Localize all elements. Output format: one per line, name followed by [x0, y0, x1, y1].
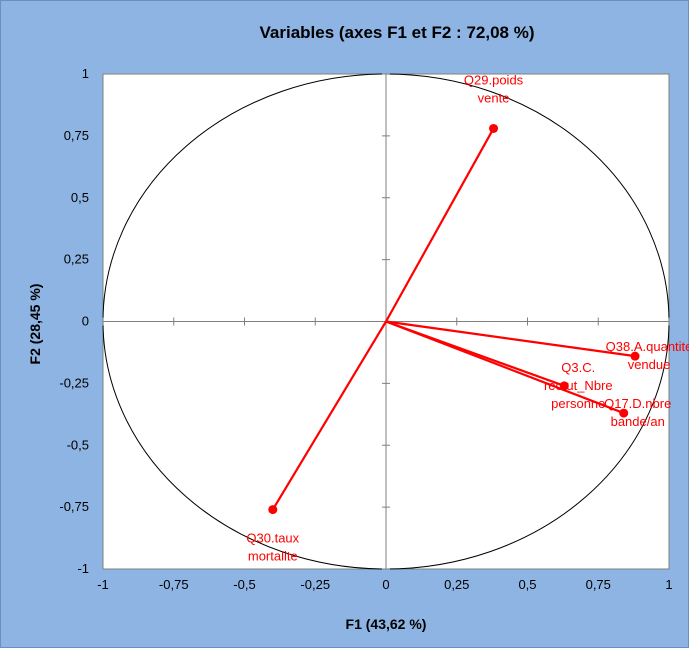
data-point	[559, 381, 569, 391]
x-tick-label: 0,75	[586, 577, 611, 592]
x-tick-label: -0,75	[159, 577, 189, 592]
point-label: Q17.D.nbre bande/an	[604, 396, 671, 429]
x-tick-label: 0,25	[444, 577, 469, 592]
y-tick-label: 0,25	[64, 252, 89, 267]
vector-line	[271, 320, 387, 511]
y-tick-label: 0	[82, 314, 89, 329]
data-point	[268, 505, 278, 515]
point-label-line: Q17.D.nbre	[604, 396, 671, 411]
y-tick-label: -0,75	[59, 499, 89, 514]
vector-line	[385, 127, 495, 323]
vector-line	[385, 320, 636, 358]
point-label-line: bande/an	[611, 414, 665, 429]
y-tick-label: 0,75	[64, 128, 89, 143]
x-tick-label: 0,5	[518, 577, 536, 592]
x-tick-label: -0,25	[300, 577, 330, 592]
x-tick-label: -1	[97, 577, 109, 592]
point-label: Q30.taux mortalite	[246, 531, 299, 564]
y-tick-label: 0,5	[71, 190, 89, 205]
point-label-line: Q3.C.	[561, 360, 595, 375]
y-tick-label: -1	[77, 561, 89, 576]
data-point	[619, 408, 629, 418]
vector-line	[385, 320, 625, 415]
point-label: Q29.poids vente	[464, 72, 524, 105]
point-label-line: personne	[551, 396, 605, 411]
x-tick-label: 1	[665, 577, 672, 592]
x-tick-label: 0	[382, 577, 389, 592]
data-point	[489, 123, 499, 133]
point-label: Q3.C. recrut_Nbre personne	[544, 360, 613, 411]
y-tick-label: 1	[82, 66, 89, 81]
data-point	[630, 351, 640, 361]
y-tick-label: -0,5	[67, 437, 89, 452]
point-label-line: Q38.A.quantite	[606, 339, 689, 354]
y-axis-title: F2 (28,45 %)	[27, 284, 43, 365]
x-axis-title: F1 (43,62 %)	[346, 616, 427, 632]
point-label-line: vente	[478, 90, 510, 105]
point-label: Q38.A.quantite vendue	[606, 339, 689, 372]
point-label-line: mortalite	[248, 549, 298, 564]
point-label-line: vendue	[628, 357, 671, 372]
y-tick-label: -0,25	[59, 375, 89, 390]
point-label-line: Q29.poids	[464, 72, 524, 87]
point-label-line: Q30.taux	[246, 531, 299, 546]
chart-title: Variables (axes F1 et F2 : 72,08 %)	[260, 23, 535, 42]
x-tick-label: -0,5	[233, 577, 255, 592]
